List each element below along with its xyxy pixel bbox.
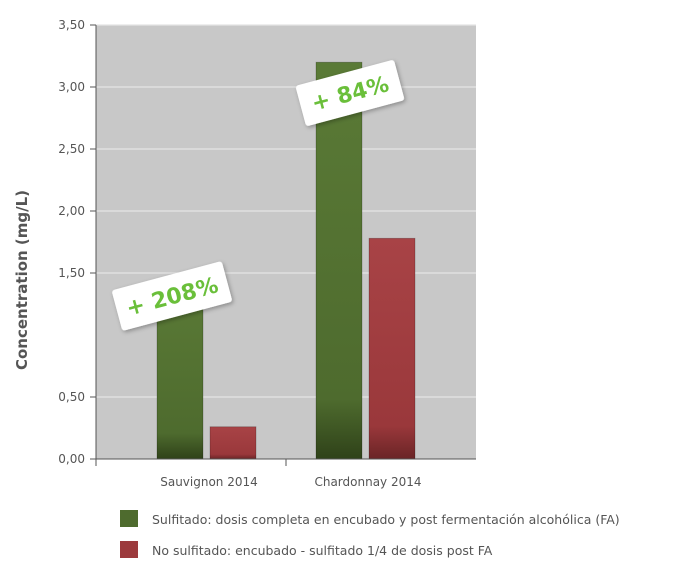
bar-sulfitado-1: [315, 61, 363, 460]
y-axis-label: Concentration (mg/L): [13, 190, 31, 370]
annotation-background: [295, 60, 405, 126]
y-tick-label: 0,00: [58, 452, 85, 466]
bar-no-sulfitado-1: [368, 237, 416, 460]
y-tick-label: 1,50: [58, 266, 85, 280]
x-category-label: Chardonnay 2014: [314, 475, 421, 489]
legend-swatch: [120, 541, 138, 558]
bar-no-sulfitado-0: [209, 426, 257, 460]
legend-swatch: [120, 510, 138, 527]
x-category-label: Sauvignon 2014: [160, 475, 258, 489]
plot-area: [96, 25, 476, 459]
x-categories: Sauvignon 2014 Chardonnay 2014: [160, 459, 422, 489]
bars: [156, 61, 416, 460]
legend: Sulfitado: dosis completa en encubado y …: [120, 510, 620, 558]
legend-label: Sulfitado: dosis completa en encubado y …: [152, 512, 620, 527]
legend-label: No sulfitado: encubado - sulfitado 1/4 d…: [152, 543, 493, 558]
annotation-background: [112, 261, 232, 331]
y-tick-label: 2,00: [58, 204, 85, 218]
y-ticks: 0,00 0,50 1,50 2,00 2,50 3,00 3,50: [58, 18, 96, 466]
y-tick-label: 0,50: [58, 390, 85, 404]
y-tick-label: 3,50: [58, 18, 85, 32]
y-tick-label: 2,50: [58, 142, 85, 156]
y-tick-label: 3,00: [58, 80, 85, 94]
